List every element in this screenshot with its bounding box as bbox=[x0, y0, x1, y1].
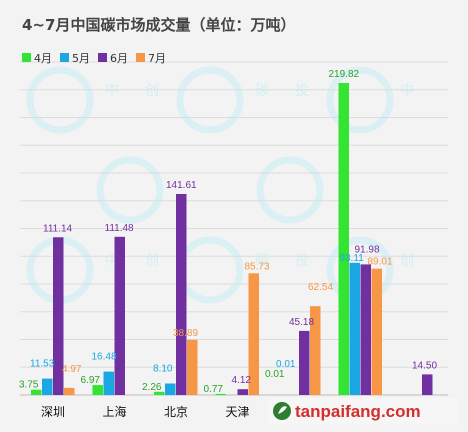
data-label: 6.97 bbox=[81, 375, 101, 386]
bar-7月-深圳 bbox=[64, 387, 75, 395]
bar-5月-北京 bbox=[165, 383, 176, 395]
watermark-char: 中 bbox=[105, 83, 119, 99]
data-label: 14.50 bbox=[412, 360, 437, 371]
data-label: 111.14 bbox=[43, 223, 73, 234]
data-label: 11.53 bbox=[30, 359, 55, 370]
data-label: 62.54 bbox=[308, 282, 333, 293]
bar-4月-深圳 bbox=[31, 389, 42, 395]
watermark-char: 创 bbox=[145, 83, 159, 99]
watermark-circle bbox=[326, 66, 394, 134]
data-label: 0.77 bbox=[204, 384, 224, 395]
data-label-layer: 3.75 11.53 111.14 4.976.97 16.48 111.48 2.26 8.… bbox=[19, 69, 437, 395]
data-label: 16.48 bbox=[92, 352, 117, 363]
data-label: 4.97 bbox=[62, 364, 82, 375]
bar-6月-天津 bbox=[237, 389, 248, 395]
watermark-char: 碳 bbox=[255, 253, 269, 269]
bar-4月-北京 bbox=[154, 391, 165, 395]
data-label: 85.73 bbox=[245, 261, 270, 272]
bar-layer bbox=[31, 83, 433, 395]
legend-label: 5月 bbox=[72, 52, 90, 65]
bar-7月-天津 bbox=[248, 273, 259, 395]
watermark-circle bbox=[176, 236, 244, 304]
watermark-char: 中 bbox=[400, 83, 414, 99]
bar-4月-天津 bbox=[215, 393, 226, 395]
logo-text: tanpaifang.com bbox=[295, 402, 421, 421]
watermark-circle bbox=[176, 66, 244, 134]
data-label: 93.11 bbox=[340, 253, 365, 264]
x-tick-label: 上海 bbox=[102, 404, 126, 419]
watermark-char: 碳 bbox=[255, 83, 269, 99]
legend: 4月 5月 6月 7月 bbox=[22, 52, 166, 65]
bar-7月-group-5 bbox=[310, 306, 321, 395]
chart-title: 4~7月中国碳市场成交量（单位：万吨） bbox=[22, 16, 295, 34]
x-tick-label: 天津 bbox=[225, 405, 249, 419]
data-label: 141.61 bbox=[166, 180, 197, 191]
bar-6月-group-6 bbox=[360, 264, 371, 395]
watermark-char: 创 bbox=[145, 253, 159, 269]
bar-6月-北京 bbox=[176, 194, 187, 395]
legend-label: 7月 bbox=[148, 52, 166, 65]
legend-swatch bbox=[60, 53, 69, 62]
data-label: 111.48 bbox=[105, 223, 135, 234]
legend-label: 4月 bbox=[34, 52, 52, 65]
data-label: 3.75 bbox=[19, 380, 39, 391]
bar-5月-group-6 bbox=[349, 262, 360, 395]
watermark-char: 投 bbox=[295, 83, 309, 99]
legend-swatch bbox=[136, 53, 145, 62]
data-label: 8.10 bbox=[153, 364, 173, 375]
data-label: 91.98 bbox=[355, 244, 380, 255]
bar-7月-group-6 bbox=[371, 268, 382, 395]
data-label: 0.01 bbox=[265, 369, 285, 380]
bar-6月-group-5 bbox=[299, 330, 310, 395]
watermark-char: 投 bbox=[295, 253, 309, 269]
bar-5月-上海 bbox=[103, 371, 114, 395]
bar-7月-北京 bbox=[187, 339, 198, 395]
bar-4月-group-6 bbox=[338, 83, 349, 395]
legend-label: 6月 bbox=[110, 52, 128, 65]
data-label: 0.01 bbox=[276, 359, 296, 370]
legend-swatch bbox=[98, 53, 107, 62]
leaf-glyph bbox=[278, 406, 287, 414]
watermark-circle bbox=[256, 156, 324, 224]
site-logo: tanpaifang.com bbox=[268, 398, 458, 424]
bar-6月-深圳 bbox=[53, 237, 64, 395]
data-label: 38.89 bbox=[173, 328, 198, 339]
bar-5月-深圳 bbox=[42, 378, 53, 395]
data-label: 45.18 bbox=[289, 317, 314, 328]
logo-background bbox=[268, 398, 458, 424]
x-tick-label: 北京 bbox=[164, 405, 188, 419]
watermark-circle bbox=[26, 66, 94, 134]
legend-swatch bbox=[22, 53, 31, 62]
bar-4月-上海 bbox=[92, 385, 103, 395]
watermark-circle bbox=[96, 156, 164, 224]
bar-6月-group-7 bbox=[422, 374, 433, 395]
data-label: 89.01 bbox=[368, 257, 393, 268]
data-label: 219.82 bbox=[329, 69, 360, 80]
tick-layer: 深圳 上海 北京 天津 bbox=[41, 404, 250, 419]
data-label: 4.12 bbox=[232, 375, 252, 386]
x-tick-label: 深圳 bbox=[41, 405, 65, 419]
data-label: 2.26 bbox=[142, 382, 162, 393]
watermark-char: 创 bbox=[400, 253, 414, 269]
bar-6月-上海 bbox=[114, 236, 125, 395]
